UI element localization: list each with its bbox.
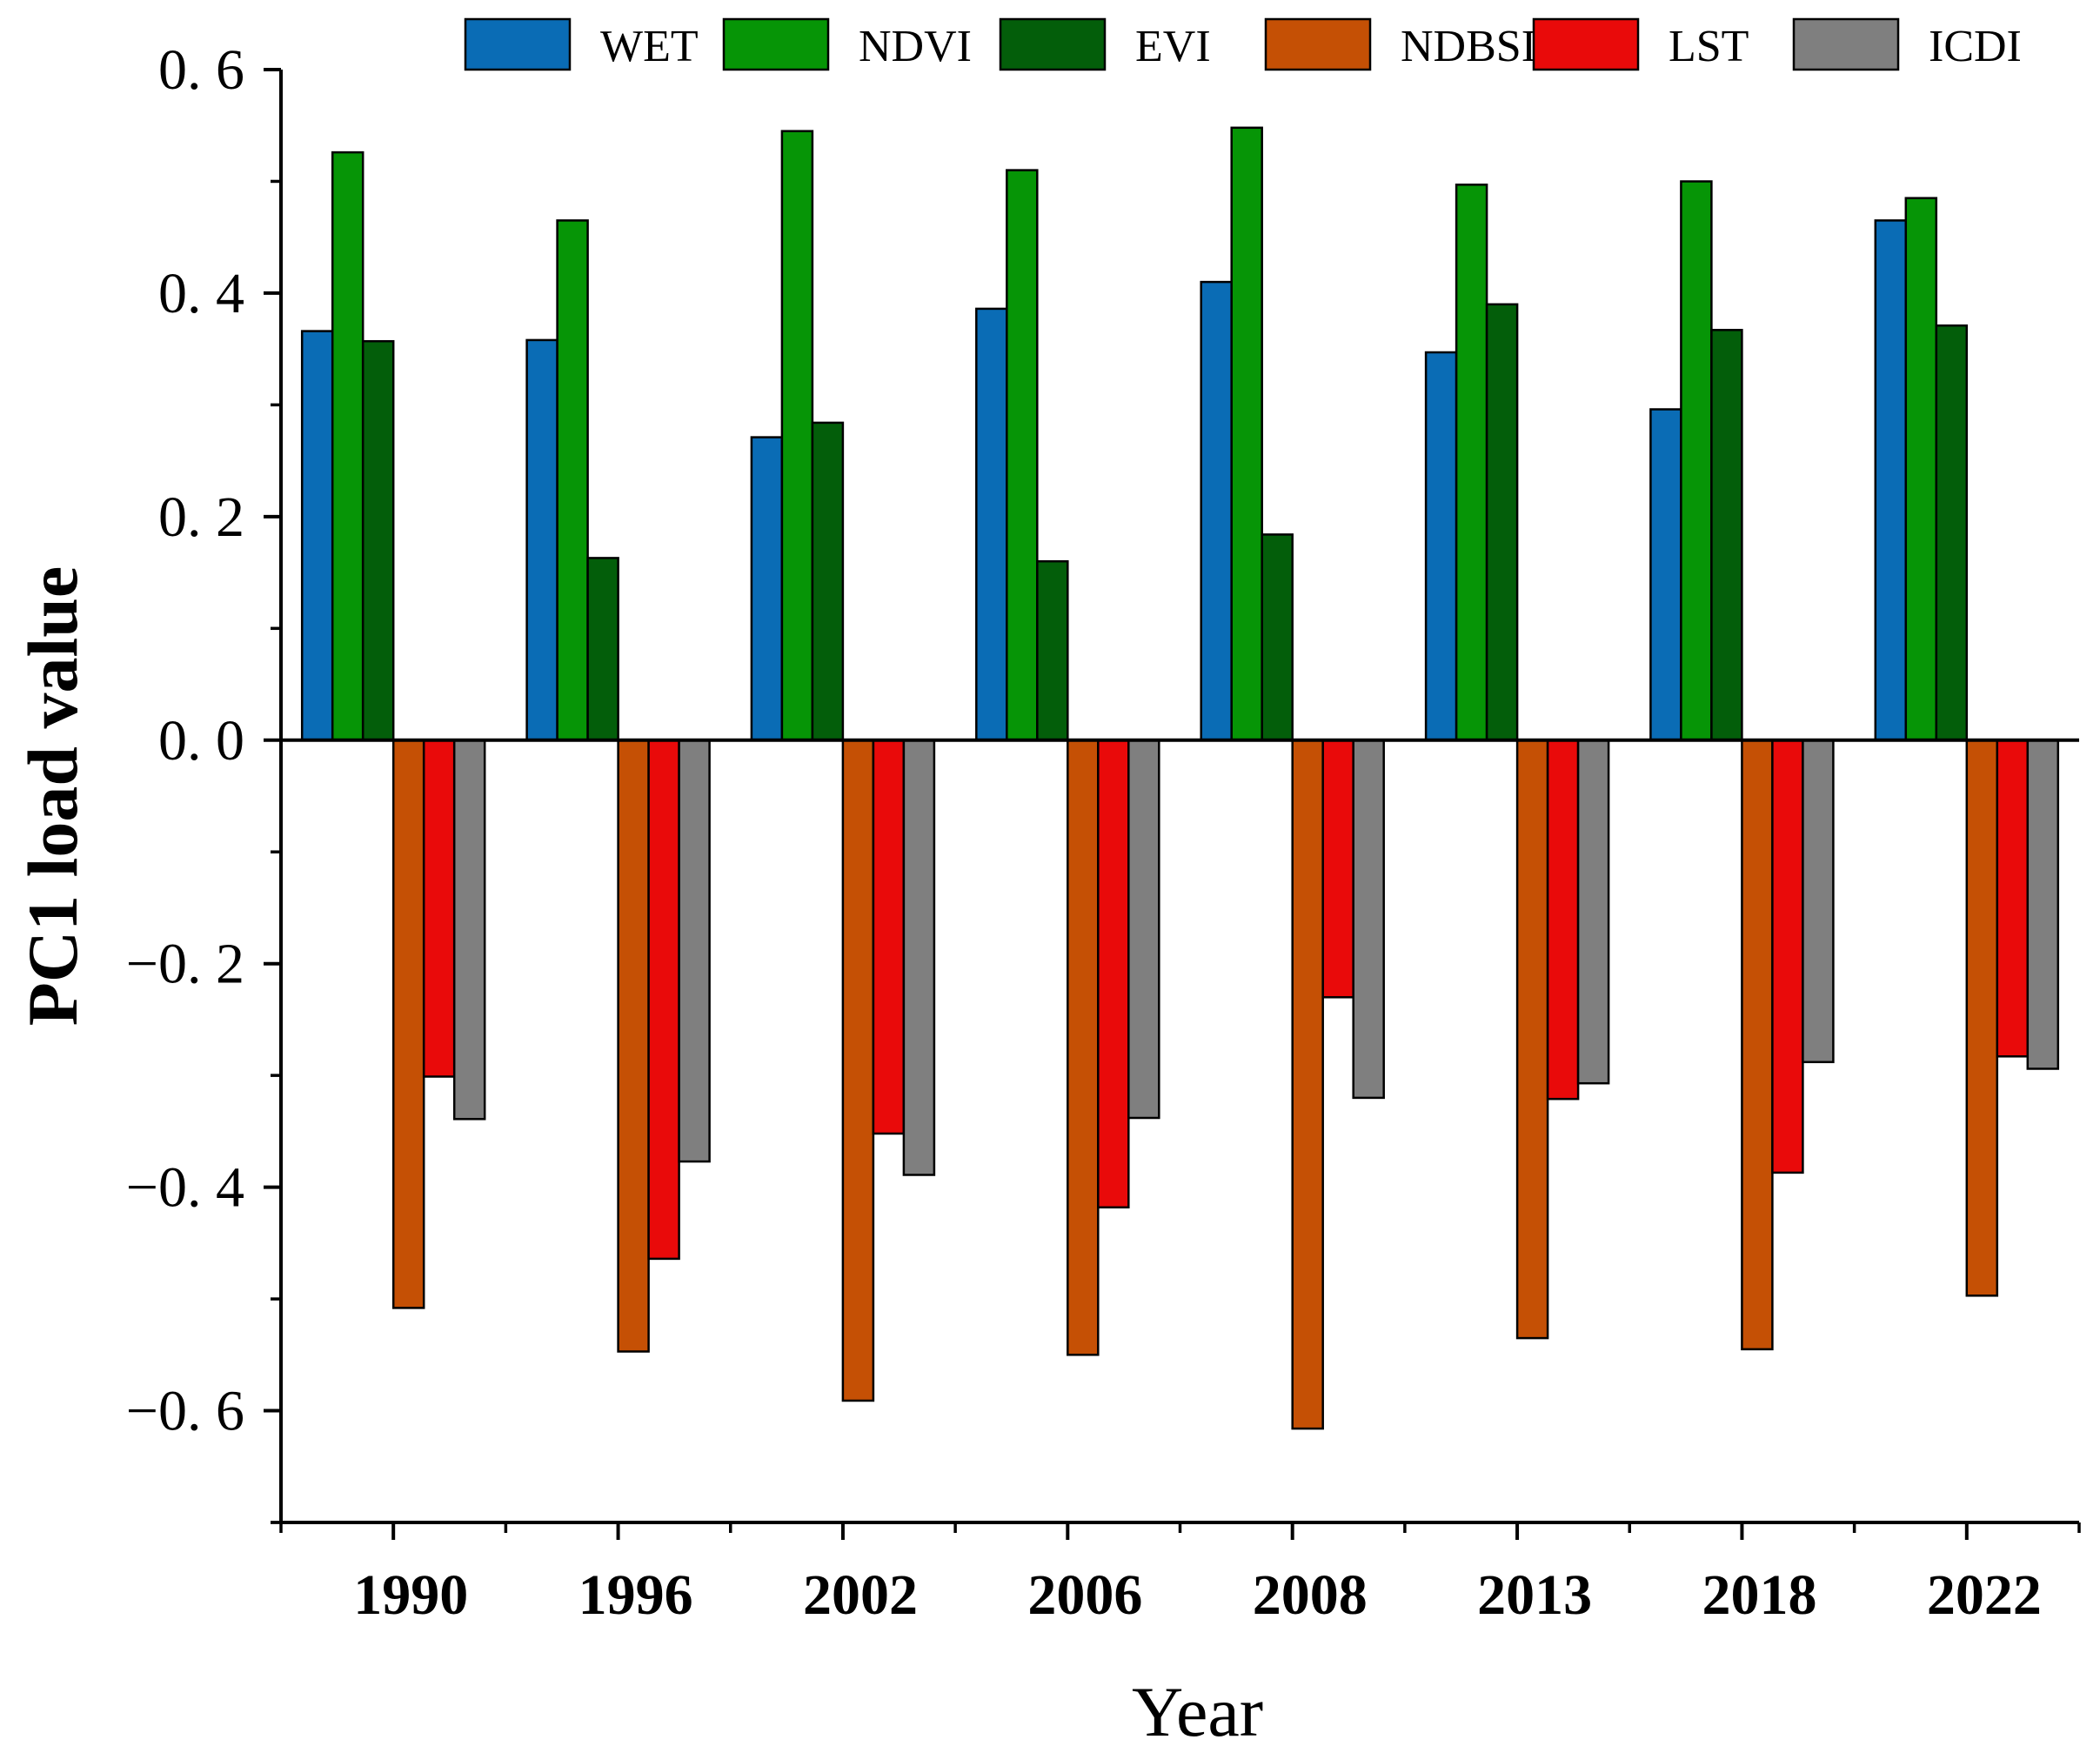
bar-wet-1990 bbox=[300, 330, 334, 742]
legend-label-evi: EVI bbox=[1135, 22, 1211, 71]
bar-ndbsi-2013 bbox=[1515, 739, 1549, 1340]
bar-ndvi-2002 bbox=[780, 130, 814, 742]
legend-label-ndbsi: NDBSI bbox=[1401, 22, 1536, 71]
bar-ndvi-2008 bbox=[1230, 126, 1263, 742]
y-tick-label: 0. 6 bbox=[158, 38, 244, 102]
x-axis-title: Year bbox=[1132, 1672, 1263, 1751]
bar-ndvi-1990 bbox=[331, 151, 364, 742]
bar-wet-2002 bbox=[750, 436, 784, 741]
x-category-label: 1996 bbox=[579, 1563, 693, 1627]
bar-ndbsi-2002 bbox=[841, 739, 875, 1402]
legend-label-ndvi: NDVI bbox=[859, 22, 972, 71]
legend-label-wet: WET bbox=[600, 22, 699, 71]
x-category-label: 2022 bbox=[1927, 1563, 2042, 1627]
bar-evi-1996 bbox=[586, 557, 619, 742]
bar-ndbsi-1990 bbox=[391, 739, 425, 1309]
legend-swatch-wet bbox=[464, 17, 572, 71]
bar-icdi-2006 bbox=[1127, 739, 1160, 1120]
bar-ndbsi-2018 bbox=[1741, 739, 1774, 1351]
bar-evi-2008 bbox=[1261, 533, 1294, 742]
bar-ndvi-1996 bbox=[556, 219, 589, 741]
x-category-label: 2008 bbox=[1253, 1563, 1368, 1627]
bar-ndbsi-2022 bbox=[1965, 739, 1999, 1297]
legend-swatch-ndbsi bbox=[1264, 17, 1372, 71]
bar-icdi-1990 bbox=[452, 739, 486, 1121]
bar-ndvi-2013 bbox=[1455, 184, 1488, 742]
bar-evi-1990 bbox=[361, 339, 395, 742]
bar-icdi-1996 bbox=[678, 739, 711, 1163]
bar-lst-2008 bbox=[1321, 739, 1354, 999]
x-category-label: 2006 bbox=[1027, 1563, 1142, 1627]
bar-evi-2022 bbox=[1935, 324, 1969, 742]
bar-icdi-2002 bbox=[902, 739, 936, 1176]
y-tick-label: −0. 6 bbox=[126, 1380, 244, 1443]
bar-icdi-2018 bbox=[1802, 739, 1835, 1064]
bar-icdi-2022 bbox=[2026, 739, 2060, 1070]
y-tick-label: −0. 2 bbox=[126, 933, 244, 996]
bar-icdi-2008 bbox=[1352, 739, 1385, 1100]
bar-evi-2013 bbox=[1485, 303, 1519, 742]
y-tick-label: 0. 4 bbox=[158, 262, 244, 325]
bar-lst-2002 bbox=[872, 739, 906, 1135]
bar-wet-2006 bbox=[975, 307, 1008, 742]
y-axis-title: PC1 load value bbox=[13, 566, 92, 1026]
x-category-label: 2002 bbox=[803, 1563, 918, 1627]
bar-lst-1990 bbox=[422, 739, 456, 1078]
bar-evi-2018 bbox=[1710, 329, 1743, 742]
bar-wet-2018 bbox=[1649, 408, 1682, 741]
bar-evi-2006 bbox=[1036, 559, 1069, 741]
y-tick-label: −0. 4 bbox=[126, 1156, 244, 1220]
legend-swatch-evi bbox=[999, 17, 1107, 71]
bar-wet-2013 bbox=[1424, 351, 1458, 742]
bar-lst-2006 bbox=[1097, 739, 1130, 1209]
bar-lst-2013 bbox=[1546, 739, 1580, 1101]
bar-lst-1996 bbox=[647, 739, 680, 1261]
bar-wet-2022 bbox=[1874, 219, 1908, 741]
legend-label-lst: LST bbox=[1669, 22, 1749, 71]
bar-ndbsi-2006 bbox=[1067, 739, 1100, 1356]
bar-ndbsi-2008 bbox=[1291, 739, 1324, 1430]
bar-evi-2002 bbox=[811, 421, 845, 741]
bar-ndbsi-1996 bbox=[617, 739, 650, 1353]
x-category-label: 1990 bbox=[353, 1563, 468, 1627]
x-category-label: 2018 bbox=[1702, 1563, 1816, 1627]
bar-wet-2008 bbox=[1200, 280, 1233, 742]
x-category-label: 2013 bbox=[1477, 1563, 1592, 1627]
bar-ndvi-2018 bbox=[1680, 180, 1713, 742]
y-tick-label: 0. 0 bbox=[158, 709, 244, 773]
bar-wet-1996 bbox=[525, 338, 558, 742]
legend-label-icdi: ICDI bbox=[1929, 22, 2022, 71]
y-tick-label: 0. 2 bbox=[158, 485, 244, 549]
legend-swatch-icdi bbox=[1792, 17, 1900, 71]
bar-ndvi-2022 bbox=[1904, 197, 1938, 741]
bar-icdi-2013 bbox=[1576, 739, 1610, 1085]
bar-lst-2018 bbox=[1771, 739, 1804, 1174]
bar-ndvi-2006 bbox=[1006, 169, 1039, 742]
legend-swatch-ndvi bbox=[722, 17, 830, 71]
bar-lst-2022 bbox=[1996, 739, 2030, 1058]
legend-swatch-lst bbox=[1532, 17, 1640, 71]
